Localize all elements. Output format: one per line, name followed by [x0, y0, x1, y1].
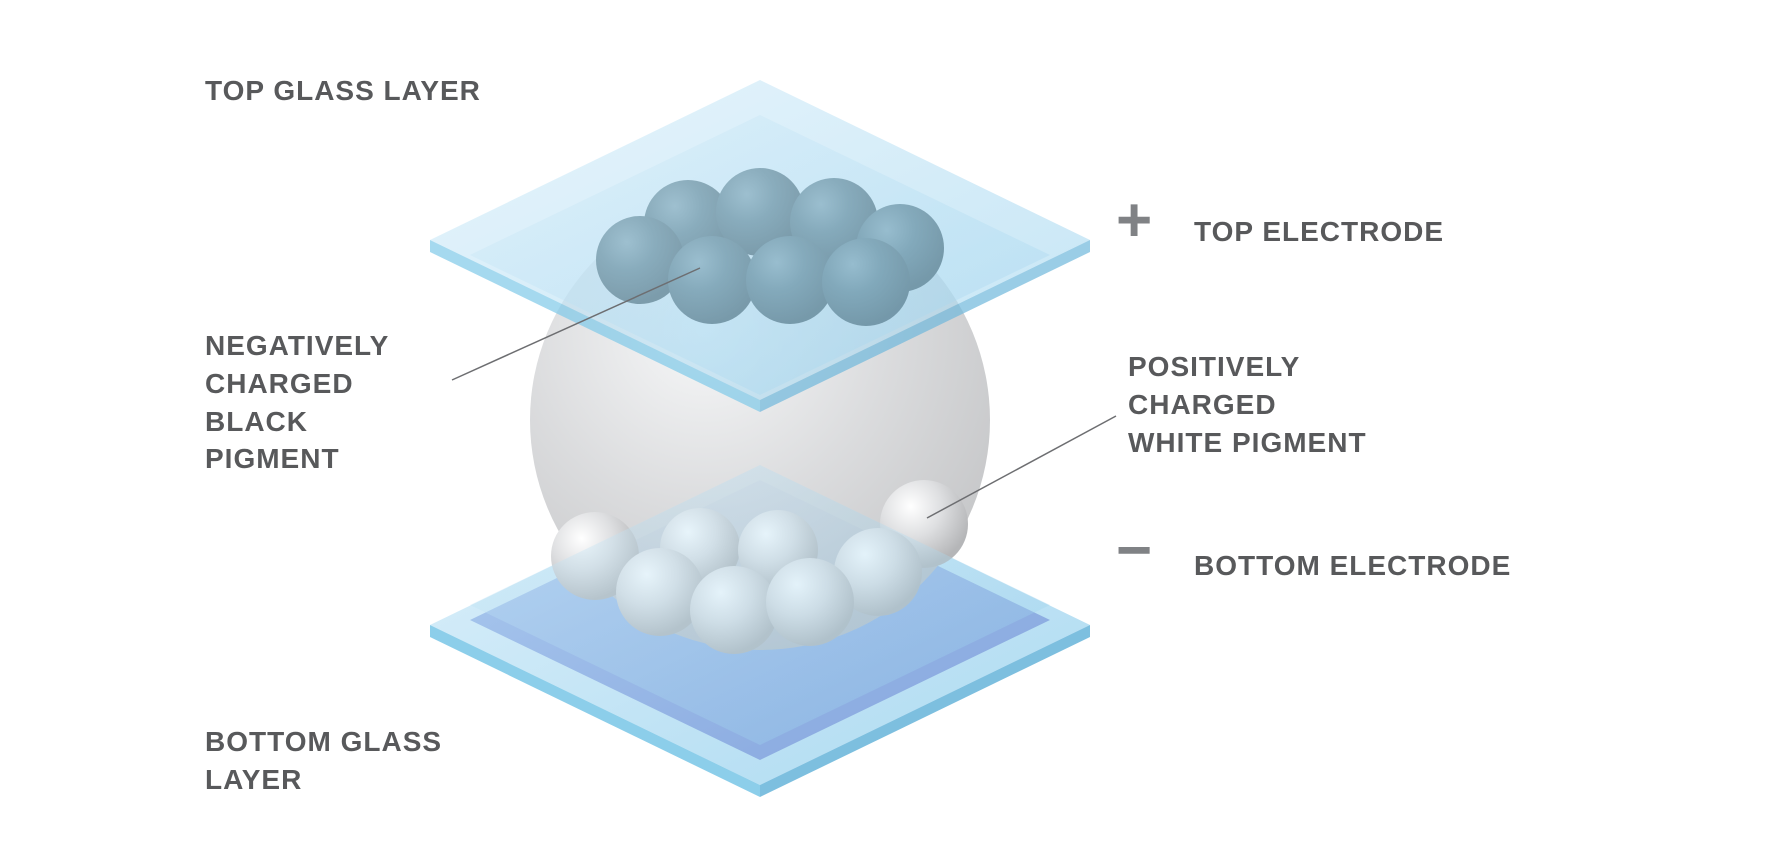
top-glass-layer	[430, 80, 1090, 412]
plus-icon: +	[1116, 190, 1152, 252]
label-top-glass: TOP GLASS LAYER	[205, 72, 481, 110]
label-bottom-electrode: BOTTOM ELECTRODE	[1194, 547, 1511, 585]
label-neg-pigment: NEGATIVELY CHARGED BLACK PIGMENT	[205, 327, 389, 478]
label-pos-pigment: POSITIVELY CHARGED WHITE PIGMENT	[1128, 348, 1367, 461]
minus-icon: −	[1116, 520, 1152, 582]
label-top-electrode: TOP ELECTRODE	[1194, 213, 1444, 251]
label-bottom-glass: BOTTOM GLASS LAYER	[205, 723, 442, 799]
